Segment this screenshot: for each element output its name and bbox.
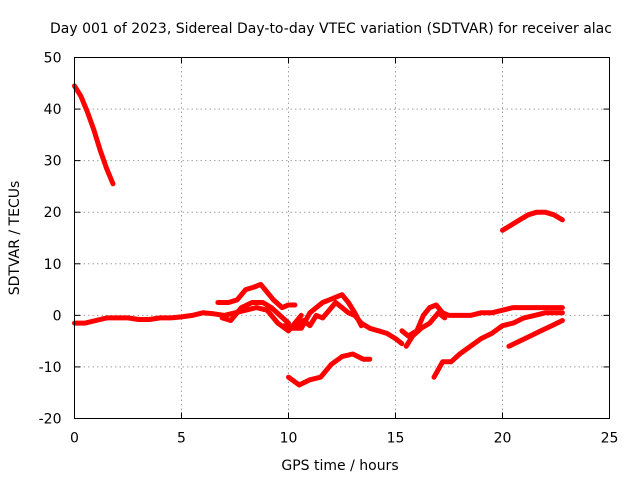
series-arc-6 bbox=[292, 300, 405, 347]
series-arc-1 bbox=[72, 83, 116, 187]
series-arc-8 bbox=[403, 310, 448, 349]
y-tick-label: 30 bbox=[44, 154, 62, 170]
x-tick-label: 25 bbox=[601, 431, 619, 447]
plot-frame bbox=[74, 57, 610, 419]
y-tick-label: 0 bbox=[53, 308, 62, 324]
series-arc-11 bbox=[506, 318, 565, 349]
y-tick-label: 40 bbox=[44, 102, 62, 118]
y-tick-label: -10 bbox=[39, 360, 62, 376]
grid-lines bbox=[74, 57, 610, 419]
y-axis-label: SDTVAR / TECUs bbox=[7, 181, 23, 296]
series-arc-10 bbox=[431, 310, 565, 380]
series-arc-3 bbox=[215, 281, 298, 311]
series-arc-9 bbox=[286, 351, 373, 388]
series-arc-2 bbox=[72, 305, 304, 334]
y-tick-label: 50 bbox=[44, 51, 62, 67]
x-tick-label: 0 bbox=[70, 431, 79, 447]
y-tick-label: 10 bbox=[44, 257, 62, 273]
x-tick-label: 15 bbox=[387, 431, 405, 447]
y-tick-label: 20 bbox=[44, 205, 62, 221]
series-arc-4 bbox=[219, 300, 291, 326]
x-tick-label: 20 bbox=[494, 431, 512, 447]
series-arc-12 bbox=[500, 209, 565, 233]
data-series bbox=[72, 83, 565, 388]
x-axis-label: GPS time / hours bbox=[281, 458, 398, 474]
series-arc-5 bbox=[281, 292, 364, 331]
axis-ticks: 0 5 10 15 20 25 -20 -10 0 10 20 30 40 50 bbox=[39, 51, 619, 447]
x-tick-label: 5 bbox=[177, 431, 186, 447]
chart-title: Day 001 of 2023, Sidereal Day-to-day VTE… bbox=[50, 21, 612, 37]
series-arc-7 bbox=[399, 302, 565, 339]
x-tick-label: 10 bbox=[280, 431, 298, 447]
y-tick-label: -20 bbox=[39, 412, 62, 428]
